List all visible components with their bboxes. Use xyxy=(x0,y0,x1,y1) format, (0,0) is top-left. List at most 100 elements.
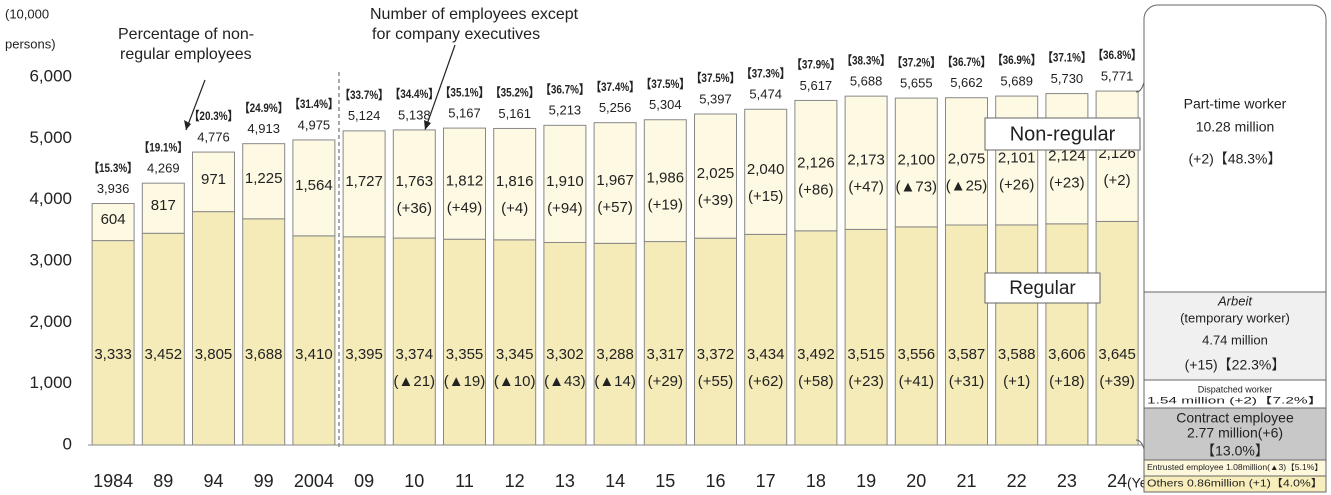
annotation: Percentage of non- xyxy=(118,26,254,43)
total-label: 5,124 xyxy=(348,108,381,123)
annotation: for company executives xyxy=(372,26,540,43)
change-label: (+86) xyxy=(798,182,833,199)
value-label: 2,100 xyxy=(898,151,936,168)
value-label: 2,025 xyxy=(697,165,735,182)
y-axis-label: (10,000 xyxy=(5,6,49,21)
x-tick-label: 23 xyxy=(1057,471,1077,491)
value-label: 1,967 xyxy=(596,172,634,189)
value-label: 1,727 xyxy=(345,173,383,190)
total-label: 5,662 xyxy=(950,75,983,90)
y-tick-label: 3,000 xyxy=(29,250,72,269)
x-tick-label: 22 xyxy=(1007,471,1027,491)
y-axis-label: persons) xyxy=(5,36,56,51)
arrow-head xyxy=(424,120,431,130)
value-label: 1,763 xyxy=(396,173,434,190)
value-label: 3,805 xyxy=(195,346,233,363)
value-label: 2,101 xyxy=(998,149,1036,166)
change-label: (+55) xyxy=(698,373,733,390)
change-label: (+23) xyxy=(1049,175,1084,192)
bar-segment xyxy=(593,242,637,446)
value-label: 2,124 xyxy=(1048,148,1086,165)
x-tick-label: 11 xyxy=(455,471,474,491)
share-label: 【37.1%】 xyxy=(1043,50,1091,65)
share-label: 【37.5%】 xyxy=(641,76,689,91)
change-label: (▲25) xyxy=(946,177,988,194)
value-label: 971 xyxy=(201,171,226,188)
total-label: 5,771 xyxy=(1101,68,1134,83)
y-tick-label: 2,000 xyxy=(29,312,72,331)
annotation: Number of employees except xyxy=(370,6,579,23)
share-label: 【34.4%】 xyxy=(390,86,438,101)
bar-segment xyxy=(894,226,938,446)
x-tick-label: 17 xyxy=(756,471,776,491)
change-label: (▲10) xyxy=(494,373,536,390)
value-label: 3,333 xyxy=(94,346,132,363)
change-label: (▲21) xyxy=(394,373,436,390)
change-label: (▲73) xyxy=(896,178,938,195)
y-tick-label: 5,000 xyxy=(29,128,72,147)
value-label: 3,588 xyxy=(998,346,1036,363)
bar-segment xyxy=(292,139,336,237)
total-label: 4,776 xyxy=(197,130,230,145)
change-label: (+94) xyxy=(547,200,582,217)
change-label: (+39) xyxy=(1099,373,1134,390)
value-label: 3,288 xyxy=(596,346,634,363)
value-label: 3,606 xyxy=(1048,346,1086,363)
bar-segment xyxy=(242,218,286,446)
bar-segment xyxy=(844,95,888,230)
y-tick-label: 1,000 xyxy=(29,373,72,392)
change-label: (+15) xyxy=(748,188,783,205)
share-label: 【31.4%】 xyxy=(290,96,338,111)
share-label: 【15.3%】 xyxy=(89,160,137,175)
total-label: 5,161 xyxy=(498,106,531,121)
x-tick-label: 89 xyxy=(153,471,173,491)
change-label: (+58) xyxy=(798,373,833,390)
total-label: 5,167 xyxy=(448,106,481,121)
panel-section xyxy=(1143,291,1327,381)
x-tick-label: 12 xyxy=(505,471,525,491)
panel-text: 10.28 million xyxy=(1196,119,1275,135)
bar-segment xyxy=(995,224,1039,446)
bar-segment xyxy=(443,127,486,240)
change-label: (+2) xyxy=(1104,172,1131,189)
value-label: 3,302 xyxy=(546,346,584,363)
value-label: 3,515 xyxy=(847,346,885,363)
change-label: (+47) xyxy=(848,179,883,196)
total-label: 5,689 xyxy=(1000,74,1033,89)
panel-text: (+2)【48.3%】 xyxy=(1189,151,1282,167)
bar-segment xyxy=(945,97,988,226)
change-label: (+4) xyxy=(501,200,528,217)
panel-text: Dispatched worker xyxy=(1198,384,1273,394)
bar-segment xyxy=(543,124,587,243)
panel-text: Contract employee xyxy=(1176,410,1294,426)
x-tick-label: 99 xyxy=(254,471,274,491)
panel-section xyxy=(1143,475,1327,493)
value-label: 3,645 xyxy=(1098,346,1136,363)
share-label: 【35.1%】 xyxy=(441,84,489,99)
panel-section xyxy=(1143,407,1327,461)
share-label: 【37.4%】 xyxy=(591,79,639,94)
x-tick-label: 94 xyxy=(203,471,223,491)
bar-segment xyxy=(443,238,486,446)
bar-segment xyxy=(1095,90,1139,222)
annotation-arrow xyxy=(424,44,456,131)
panel-section xyxy=(1143,379,1327,409)
x-tick-label: 10 xyxy=(404,471,424,491)
bar-segment xyxy=(844,228,888,446)
x-tick-label: 1984 xyxy=(93,471,133,491)
x-tick-label: 15 xyxy=(655,471,675,491)
panel-text: 1.54 million (+2)【7.2%】 xyxy=(1147,395,1323,405)
total-label: 5,655 xyxy=(900,76,933,91)
bar-segment xyxy=(342,236,386,446)
bar-segment xyxy=(91,240,135,446)
change-label: (▲19) xyxy=(444,373,486,390)
bar-segment xyxy=(342,130,386,238)
value-label: 3,492 xyxy=(797,346,835,363)
total-label: 5,138 xyxy=(398,107,431,122)
annotation-arrow xyxy=(185,79,206,131)
change-label: (+18) xyxy=(1049,373,1084,390)
panel-text: (temporary worker) xyxy=(1180,310,1290,325)
bar-segment xyxy=(945,224,988,446)
x-tick-label: 21 xyxy=(956,471,976,491)
share-label: 【36.7%】 xyxy=(943,54,991,69)
